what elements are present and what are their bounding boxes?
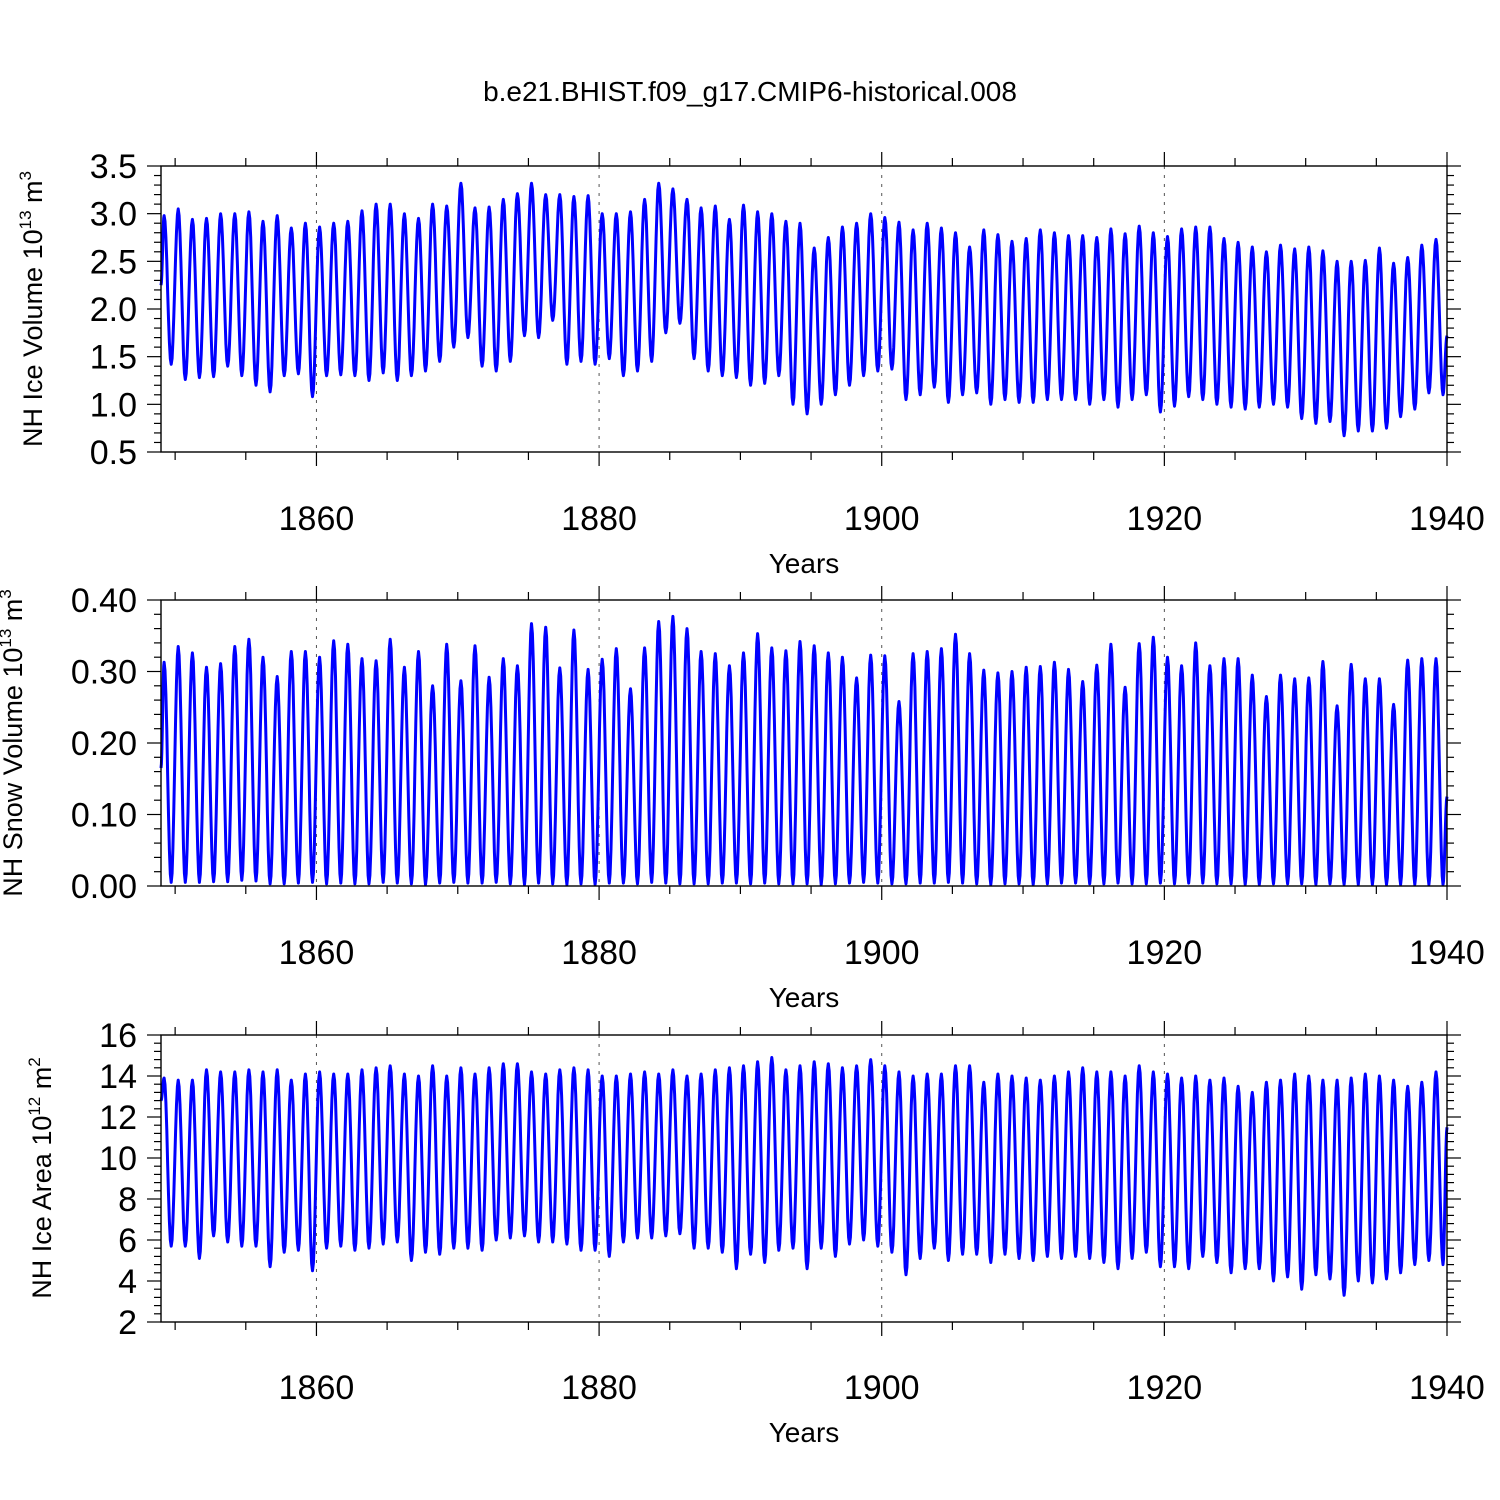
x-tick-label: 1860 [279, 1369, 355, 1407]
x-tick-label: 1940 [1409, 1369, 1485, 1407]
y-tick-label: 0.00 [71, 868, 137, 906]
x-tick-label: 1880 [561, 500, 637, 538]
x-tick-label: 1900 [844, 1369, 920, 1407]
x-tick-label: 1880 [561, 934, 637, 972]
y-tick-label: 12 [99, 1099, 137, 1137]
y-tick-label: 0.30 [71, 654, 137, 692]
x-tick-label: 1860 [279, 934, 355, 972]
y-tick-label: 10 [99, 1140, 137, 1178]
y-tick-label: 4 [118, 1263, 137, 1301]
y-axis-label: NH Snow Volume 1013 m3 [0, 589, 28, 897]
x-tick-label: 1900 [844, 500, 920, 538]
y-tick-label: 1.0 [90, 386, 137, 424]
y-tick-label: 0.5 [90, 434, 137, 472]
series-line [159, 614, 1449, 887]
y-axis-label: NH Ice Volume 1013 m3 [16, 171, 48, 447]
x-axis-label: Years [769, 982, 840, 1013]
x-axis-label: Years [769, 1417, 840, 1448]
y-tick-label: 16 [99, 1017, 137, 1055]
y-tick-label: 0.10 [71, 797, 137, 835]
y-tick-label: 14 [99, 1058, 137, 1096]
x-tick-label: 1920 [1127, 934, 1203, 972]
y-tick-label: 1.5 [90, 339, 137, 377]
series-line [159, 1056, 1449, 1297]
y-tick-label: 0.40 [71, 582, 137, 620]
panel-snow-volume: 0.00 0.10 0.20 0.30 0.40 1860 1880 1900 1920 1940… [0, 582, 1485, 1013]
x-tick-label: 1900 [844, 934, 920, 972]
x-tick-label: 1920 [1127, 1369, 1203, 1407]
x-tick-label: 1940 [1409, 500, 1485, 538]
y-tick-label: 2 [118, 1304, 137, 1342]
y-tick-label: 3.5 [90, 148, 137, 186]
x-tick-label: 1880 [561, 1369, 637, 1407]
series-line [159, 181, 1449, 438]
figure-title: b.e21.BHIST.f09_g17.CMIP6-historical.008 [483, 76, 1017, 107]
y-tick-label: 0.20 [71, 725, 137, 763]
y-axis-label: NH Ice Area 1012 m2 [25, 1057, 57, 1298]
x-axis-label: Years [769, 548, 840, 579]
plot-frame [160, 1034, 1448, 1323]
y-tick-label: 2.0 [90, 291, 137, 329]
x-tick-label: 1860 [279, 500, 355, 538]
x-tick-label: 1940 [1409, 934, 1485, 972]
panel-ice-volume: 0.5 1.0 1.5 2.0 2.5 3.0 3.5 1860 1880 1900 1920 194… [16, 148, 1485, 579]
x-tick-label: 1920 [1127, 500, 1203, 538]
y-tick-label: 8 [118, 1181, 137, 1219]
y-tick-label: 3.0 [90, 196, 137, 234]
y-tick-label: 2.5 [90, 243, 137, 281]
y-tick-label: 6 [118, 1222, 137, 1260]
